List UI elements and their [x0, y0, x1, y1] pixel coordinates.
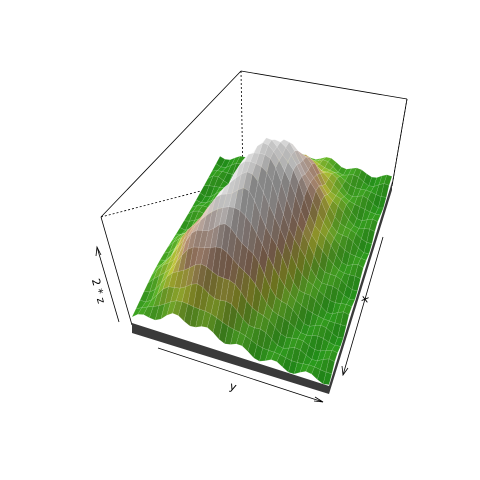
- z-axis-label: 2 * z: [89, 277, 108, 305]
- box-edge: [100, 70, 242, 218]
- surface-facet: [343, 304, 353, 316]
- surface-facet: [352, 275, 361, 291]
- surface-mesh: [131, 137, 393, 394]
- y-axis-label: y: [228, 379, 239, 394]
- box-edge: [240, 70, 408, 100]
- x-axis-arrow: [342, 236, 384, 376]
- y-axis-arrowhead: [313, 396, 324, 403]
- x-axis-arrowhead: [341, 365, 349, 377]
- box-edge: [391, 98, 408, 187]
- z-axis-arrowhead: [95, 245, 102, 257]
- surface-facet: [328, 350, 338, 362]
- surface-facet: [360, 252, 370, 261]
- axis-arrows: [95, 236, 384, 403]
- box-edge: [100, 179, 244, 218]
- surface-facet: [372, 213, 381, 222]
- z-axis-arrow: [96, 246, 120, 323]
- surface-facet: [325, 358, 335, 374]
- surface-facet: [331, 345, 341, 354]
- surface-facet: [334, 337, 344, 347]
- y-axis-arrow: [157, 347, 324, 403]
- surface-skirt: [329, 182, 392, 394]
- box-edge: [100, 216, 133, 326]
- surface-facet: [337, 324, 347, 339]
- surface-facet: [323, 372, 333, 385]
- surface-skirt: [132, 323, 329, 394]
- x-axis-label: x: [357, 294, 371, 304]
